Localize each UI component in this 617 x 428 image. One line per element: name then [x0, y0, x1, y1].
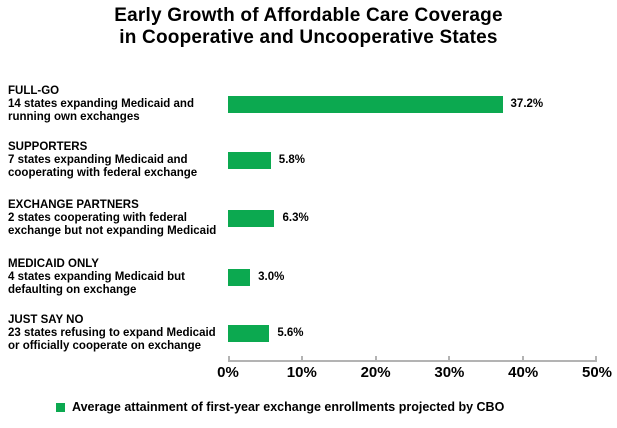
chart-row: MEDICAID ONLY 4 states expanding Medicai…: [0, 253, 617, 301]
bar-value-label: 5.6%: [277, 327, 304, 339]
chart-row: FULL-GO 14 states expanding Medicaid and…: [0, 80, 617, 128]
axis-tick: [595, 356, 597, 360]
bar-value-label: 37.2%: [510, 98, 544, 110]
category-description-line2: cooperating with federal exchange: [8, 166, 198, 179]
category-description-line2: or officially cooperate on exchange: [8, 339, 201, 352]
category-description-line1: 23 states refusing to expand Medicaid: [8, 326, 216, 339]
category-description-line2: running own exchanges: [8, 110, 140, 123]
x-tick-label: 20%: [360, 364, 391, 381]
bar-area: 6.3%: [228, 209, 597, 227]
category-description-line1: 2 states cooperating with federal: [8, 211, 187, 224]
bar: [228, 151, 271, 169]
chart-title-line1: Early Growth of Affordable Care Coverage: [114, 5, 503, 26]
axis-tick: [300, 356, 303, 360]
x-axis-line: [228, 355, 597, 362]
axis-tick: [228, 356, 230, 360]
legend-label: Average attainment of first-year exchang…: [72, 400, 505, 414]
legend-swatch: [56, 402, 65, 412]
x-tick-label: 10%: [286, 364, 317, 381]
bar-value-label: 5.8%: [278, 154, 306, 166]
category-label: JUST SAY NO 23 states refusing to expand…: [0, 314, 228, 353]
bar-area: 3.0%: [228, 268, 597, 286]
category-heading: MEDICAID ONLY: [8, 257, 99, 270]
category-label: FULL-GO 14 states expanding Medicaid and…: [0, 85, 228, 124]
bar: [228, 324, 270, 342]
axis-tick: [374, 356, 377, 360]
x-tick-label: 30%: [434, 364, 465, 381]
category-description-line1: 7 states expanding Medicaid and: [8, 153, 188, 166]
chart-title-line2: in Cooperative and Uncooperative States: [119, 27, 498, 48]
chart-row: SUPPORTERS 7 states expanding Medicaid a…: [0, 136, 617, 184]
chart-row: JUST SAY NO 23 states refusing to expand…: [0, 309, 617, 357]
chart-row: EXCHANGE PARTNERS 2 states cooperating w…: [0, 194, 617, 242]
bar-area: 5.6%: [228, 324, 597, 342]
bar-area: 5.8%: [228, 151, 597, 169]
category-heading: JUST SAY NO: [8, 313, 84, 326]
category-description-line1: 14 states expanding Medicaid and: [8, 97, 194, 110]
category-label: EXCHANGE PARTNERS 2 states cooperating w…: [0, 199, 228, 238]
category-heading: SUPPORTERS: [8, 140, 88, 153]
category-description-line2: exchange but not expanding Medicaid: [8, 224, 217, 237]
bar: [228, 95, 503, 113]
axis-tick: [522, 356, 525, 360]
legend: Average attainment of first-year exchang…: [56, 400, 504, 414]
bar: [228, 209, 275, 227]
axis-tick: [448, 356, 451, 360]
x-tick-label: 0%: [217, 364, 239, 381]
bar-value-label: 6.3%: [282, 212, 309, 224]
bar-value-label: 3.0%: [258, 271, 285, 283]
category-label: SUPPORTERS 7 states expanding Medicaid a…: [0, 141, 228, 180]
chart-title: Early Growth of Affordable Care Coverage…: [0, 5, 617, 49]
x-axis-labels: 0% 10% 20% 30% 40% 50%: [217, 364, 612, 382]
bar: [228, 268, 251, 286]
x-tick-label: 50%: [581, 364, 613, 381]
category-description-line2: defaulting on exchange: [8, 283, 137, 296]
x-tick-label: 40%: [508, 364, 539, 381]
category-heading: FULL-GO: [8, 84, 60, 97]
bar-area: 37.2%: [228, 95, 597, 113]
category-label: MEDICAID ONLY 4 states expanding Medicai…: [0, 258, 228, 297]
category-description-line1: 4 states expanding Medicaid but: [8, 270, 186, 283]
category-heading: EXCHANGE PARTNERS: [8, 198, 139, 211]
